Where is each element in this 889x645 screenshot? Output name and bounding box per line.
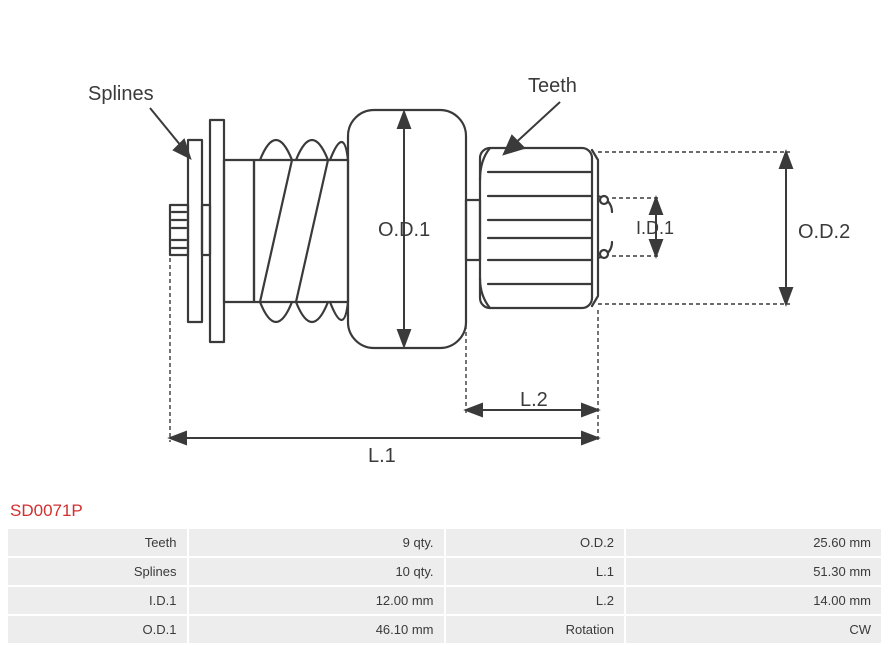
label-l2: L.2	[520, 389, 548, 411]
spec-label: I.D.1	[8, 587, 187, 614]
spec-value: 51.30 mm	[626, 558, 881, 585]
spec-value: 46.10 mm	[189, 616, 444, 643]
part-number: SD0071P	[0, 495, 889, 527]
spec-value: 14.00 mm	[626, 587, 881, 614]
table-row: I.D.112.00 mmL.214.00 mm	[8, 587, 881, 614]
table-row: Teeth9 qty.O.D.225.60 mm	[8, 529, 881, 556]
spec-value: CW	[626, 616, 881, 643]
label-id1: I.D.1	[636, 218, 674, 238]
label-teeth: Teeth	[528, 75, 577, 97]
spec-label: L.2	[446, 587, 625, 614]
label-splines: Splines	[88, 83, 154, 105]
spec-label: Teeth	[8, 529, 187, 556]
label-od1: O.D.1	[378, 219, 430, 241]
table-row: Splines10 qty.L.151.30 mm	[8, 558, 881, 585]
specifications-table: Teeth9 qty.O.D.225.60 mmSplines10 qty.L.…	[0, 527, 889, 645]
spec-value: 25.60 mm	[626, 529, 881, 556]
table-row: O.D.146.10 mmRotationCW	[8, 616, 881, 643]
spec-label: Splines	[8, 558, 187, 585]
spec-value: 10 qty.	[189, 558, 444, 585]
diagram-svg: Splines Teeth O.D.1 O.D.2 I.D.1 L.1 L.2	[0, 0, 889, 495]
spec-label: L.1	[446, 558, 625, 585]
technical-diagram: Splines Teeth O.D.1 O.D.2 I.D.1 L.1 L.2	[0, 0, 889, 495]
spec-label: O.D.2	[446, 529, 625, 556]
spec-value: 12.00 mm	[189, 587, 444, 614]
label-od2: O.D.2	[798, 221, 850, 243]
label-l1: L.1	[368, 445, 396, 467]
page-container: Splines Teeth O.D.1 O.D.2 I.D.1 L.1 L.2 …	[0, 0, 889, 645]
spec-label: Rotation	[446, 616, 625, 643]
spec-value: 9 qty.	[189, 529, 444, 556]
spec-label: O.D.1	[8, 616, 187, 643]
